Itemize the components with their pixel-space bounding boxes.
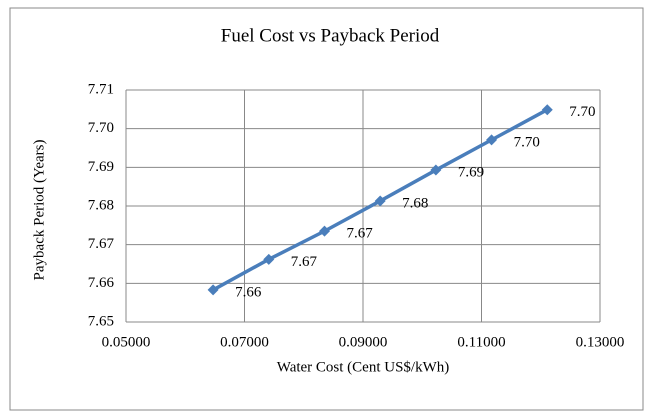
x-tick-label: 0.07000 (220, 334, 269, 350)
chart-border (9, 7, 644, 411)
y-tick-label: 7.66 (88, 275, 115, 291)
x-tick-label: 0.09000 (339, 334, 388, 350)
data-marker (318, 225, 330, 237)
y-tick-label: 7.65 (88, 313, 114, 329)
data-marker (541, 104, 553, 116)
data-marker (207, 284, 219, 296)
data-label: 7.66 (235, 284, 262, 300)
data-marker (374, 195, 386, 207)
x-axis-label: Water Cost (Cent US$/kWh) (277, 359, 450, 375)
data-marker (263, 253, 275, 265)
x-tick-label: 0.11000 (457, 334, 505, 350)
data-label: 7.68 (402, 195, 428, 211)
x-tick-label: 0.13000 (576, 334, 625, 350)
y-tick-label: 7.70 (88, 120, 114, 136)
y-tick-label: 7.69 (88, 159, 114, 175)
data-label: 7.67 (291, 254, 318, 270)
data-label: 7.70 (569, 104, 595, 120)
y-tick-label: 7.68 (88, 197, 114, 213)
data-marker (430, 164, 442, 176)
data-marker (486, 134, 498, 146)
y-axis-label: Payback Period (Years) (31, 140, 47, 281)
y-tick-label: 7.71 (88, 81, 114, 97)
chart-title: Fuel Cost vs Payback Period (221, 25, 440, 46)
x-tick-label: 0.05000 (102, 334, 151, 350)
data-label: 7.70 (514, 134, 540, 150)
data-label: 7.69 (458, 164, 484, 180)
y-tick-label: 7.67 (88, 236, 115, 252)
data-label: 7.67 (346, 226, 373, 242)
